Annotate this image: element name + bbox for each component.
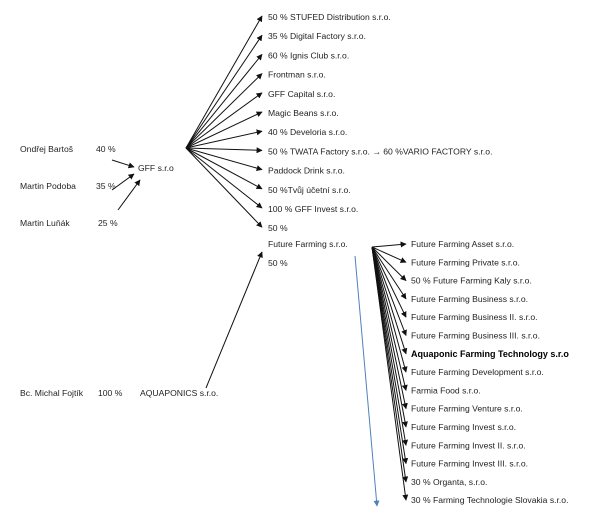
ff-subsidiary: Future Farming Development s.r.o. xyxy=(411,367,544,377)
ff-subsidiary-arrow xyxy=(371,246,407,282)
gff-subsidiary-arrow xyxy=(185,73,263,149)
gff-subsidiary: 100 % GFF Invest s.r.o. xyxy=(268,204,358,214)
ownership-arrow xyxy=(111,159,135,169)
gff-subsidiary-arrow xyxy=(185,111,263,149)
ff-subsidiary-arrow xyxy=(371,246,408,373)
gff-subsidiary-arrow xyxy=(185,53,263,149)
ff-subsidiary: 30 % Farming Technologie Slovakia s.r.o. xyxy=(411,495,568,505)
ff-subsidiary: Future Farming Business s.r.o. xyxy=(411,294,528,304)
gff-subsidiary: 40 % Develoria s.r.o. xyxy=(268,127,347,137)
ff-subsidiary: Future Farming Asset s.r.o. xyxy=(411,239,514,249)
gff-subsidiary: 50 %Tvůj účetní s.r.o. xyxy=(268,185,351,195)
long-arrow xyxy=(354,255,380,507)
gff-subsidiary-arrow xyxy=(185,147,263,209)
gff-subsidiary-arrow xyxy=(185,34,263,149)
gff-subsidiary: 60 % Ignis Club s.r.o. xyxy=(268,50,349,60)
aquaponics-company: AQUAPONICS s.r.o. xyxy=(140,388,218,398)
ff-subsidiary-arrow xyxy=(371,246,408,355)
gff-subsidiary-arrow xyxy=(185,147,263,190)
owner-share: 40 % xyxy=(96,144,116,154)
arrows-layer xyxy=(111,15,409,507)
ff-subsidiary: Future Farming Invest s.r.o. xyxy=(411,422,516,432)
ff-subsidiary-arrow xyxy=(371,246,408,410)
ff-subsidiary-arrow xyxy=(371,246,409,501)
ff-subsidiary: 50 % Future Farming Kaly s.r.o. xyxy=(411,276,532,286)
gff-subsidiary-arrow xyxy=(185,92,263,149)
ownership-arrow xyxy=(117,179,141,211)
ff-subsidiary-arrow xyxy=(371,246,407,318)
gff-subsidiary: Paddock Drink s.r.o. xyxy=(268,166,345,176)
future-farming-subsidiaries: Future Farming Asset s.r.o. Future Farmin… xyxy=(411,239,569,505)
owner-name: Ondřej Bartoš xyxy=(20,144,73,154)
gff-subsidiary-arrow xyxy=(185,15,263,149)
ff-subsidiary: Future Farming Venture s.r.o. xyxy=(411,404,523,414)
ff-subsidiary-arrow xyxy=(371,246,408,428)
ff-subsidiary: Future Farming Invest III. s.r.o. xyxy=(411,459,528,469)
owner-share: 35 % xyxy=(96,181,116,191)
ff-subsidiary: 30 % Organta, s.r.o. xyxy=(411,477,487,487)
aquaponics-arrow xyxy=(205,251,263,389)
ownership-arrow xyxy=(111,173,135,191)
ff-subsidiary-arrow xyxy=(371,246,407,263)
ff-subsidiary-arrow xyxy=(371,246,407,337)
ff-subsidiary: Future Farming Business II. s.r.o. xyxy=(411,312,538,322)
owner-name: Bc. Michal Fojtík xyxy=(20,388,84,398)
future-farming-share: 50 % xyxy=(268,258,288,268)
owner-share: 100 % xyxy=(98,388,123,398)
gff-subsidiary: GFF Capital s.r.o. xyxy=(268,89,335,99)
ff-subsidiary-arrow xyxy=(371,246,407,300)
gff-subsidiary: Frontman s.r.o. xyxy=(268,70,326,80)
owner-name: Martin Podoba xyxy=(20,181,76,191)
gff-subsidiary-arrow xyxy=(185,147,263,154)
owner-name: Martin Luňák xyxy=(20,218,70,228)
gff-subsidiary-arrow xyxy=(185,147,263,228)
ff-subsidiary: Future Farming Invest II. s.r.o. xyxy=(411,440,526,450)
gff-company: GFF s.r.o xyxy=(138,163,174,173)
gff-subsidiaries: 50 % STUFED Distribution s.r.o. 35 % Digi… xyxy=(268,12,492,233)
gff-subsidiary-arrow xyxy=(185,129,263,149)
gff-subsidiary-arrow xyxy=(185,147,263,172)
ff-subsidiary: Future Farming Business III. s.r.o. xyxy=(411,331,540,341)
ff-subsidiary-highlighted: Aquaponic Farming Technology s.r.o xyxy=(411,349,569,359)
gff-subsidiary: 50 % TWATA Factory s.r.o. → 60 %VARIO FA… xyxy=(268,146,492,156)
gff-subsidiary: 50 % STUFED Distribution s.r.o. xyxy=(268,12,391,22)
gff-subsidiary: 35 % Digital Factory s.r.o. xyxy=(268,31,366,41)
ff-subsidiary-arrow xyxy=(371,241,407,248)
ff-subsidiary-arrow xyxy=(371,246,408,391)
future-farming-company: Future Farming s.r.o. xyxy=(268,239,348,249)
gff-subsidiary: Magic Beans s.r.o. xyxy=(268,108,339,118)
owner-share: 25 % xyxy=(98,218,118,228)
gff-subsidiary: 50 % xyxy=(268,223,288,233)
ff-subsidiary: Farmia Food s.r.o. xyxy=(411,385,481,395)
ff-subsidiary: Future Farming Private s.r.o. xyxy=(411,257,520,267)
